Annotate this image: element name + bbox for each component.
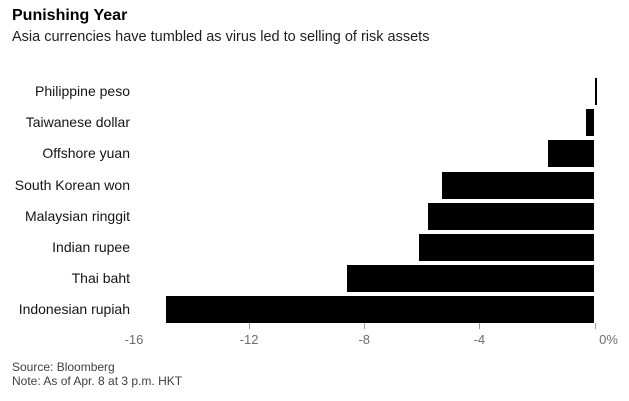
bar-south-korean-won — [441, 171, 595, 199]
x-axis-tick-mark--12 — [249, 323, 251, 329]
category-label-indonesian-rupiah: Indonesian rupiah — [18, 301, 130, 318]
category-label-taiwanese-dollar: Taiwanese dollar — [25, 114, 130, 131]
category-label-malaysian-ringgit: Malaysian ringgit — [24, 207, 130, 224]
x-axis-tick-mark--4 — [479, 323, 481, 329]
x-axis-tick-label--16: -16 — [124, 332, 144, 347]
bar-offshore-yuan — [548, 140, 595, 168]
x-axis-tick-mark-0- — [594, 323, 596, 329]
bar-taiwanese-dollar — [585, 109, 595, 137]
note-text: Note: As of Apr. 8 at 3 p.m. HKT — [12, 374, 183, 388]
source-text: Source: Bloomberg — [12, 360, 115, 374]
category-label-indian-rupee: Indian rupee — [52, 239, 130, 255]
bar-philippine-peso — [594, 78, 598, 105]
bar-indonesian-rupiah — [165, 296, 595, 324]
x-axis-tick-label--8: -8 — [358, 332, 371, 347]
category-label-philippine-peso: Philippine peso — [35, 83, 130, 99]
chart-title: Punishing Year — [12, 7, 128, 24]
x-axis-tick-label-0-: 0% — [599, 332, 618, 347]
x-axis-tick-mark--8 — [364, 323, 366, 329]
category-label-offshore-yuan: Offshore yuan — [42, 145, 130, 162]
bar-malaysian-ringgit — [427, 202, 595, 230]
x-axis-tick-label--4: -4 — [473, 332, 486, 347]
category-label-south-korean-won: South Korean won — [14, 176, 130, 193]
chart-subtitle: Asia currencies have tumbled as virus le… — [12, 29, 430, 45]
category-label-thai-baht: Thai baht — [71, 270, 130, 287]
x-axis-tick-label--12: -12 — [239, 332, 259, 347]
bar-thai-baht — [346, 265, 595, 293]
bar-indian-rupee — [418, 234, 595, 261]
